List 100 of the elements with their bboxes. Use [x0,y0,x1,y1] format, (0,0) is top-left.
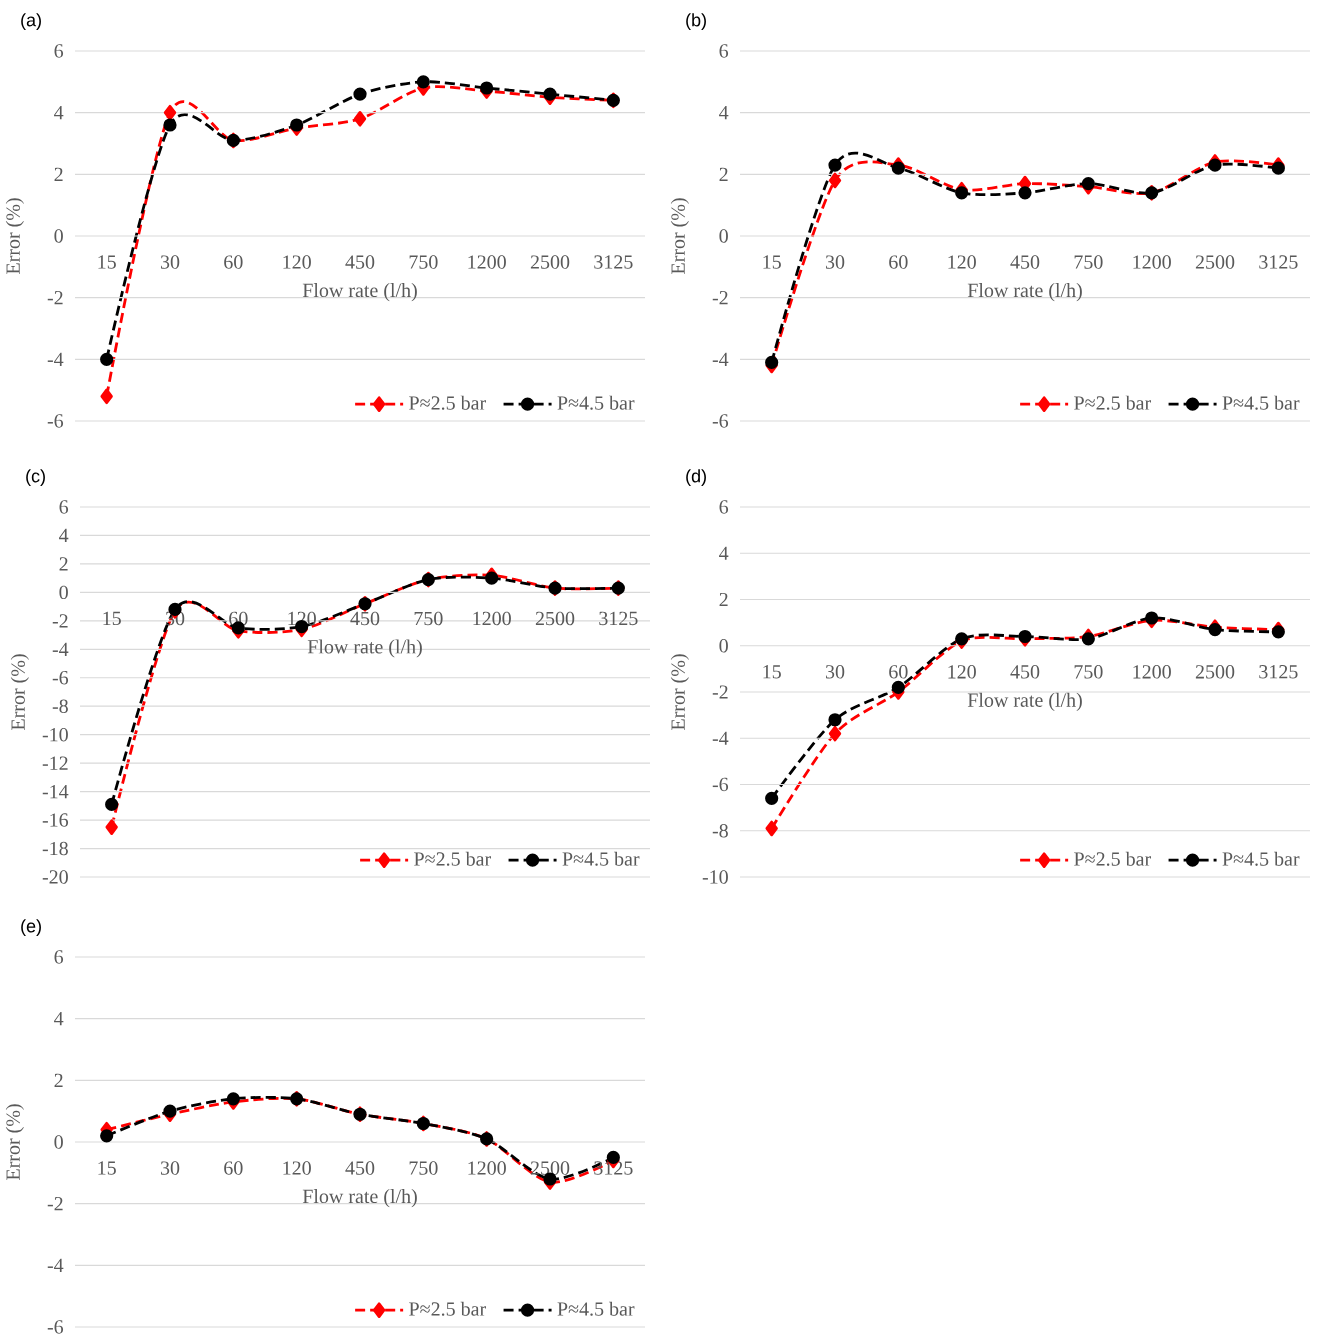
x-axis-title: Flow rate (l/h) [307,639,422,658]
y-tick-label: -6 [47,1320,64,1334]
x-tick-label: 450 [345,255,375,269]
x-tick-label: 60 [889,255,908,269]
x-tick-label: 1200 [1133,665,1171,679]
y-tick-label: 4 [719,106,729,120]
y-tick-label: 2 [719,167,728,181]
x-tick-label: 750 [1074,665,1103,679]
y-axis-title: Error (%) [5,1104,24,1181]
x-tick-label: 2500 [530,255,570,269]
x-axis-title: Flow rate (l/h) [302,283,417,302]
y-tick-label: -6 [52,671,69,685]
x-tick-label: 120 [283,255,311,269]
y-tick-label: 0 [719,639,728,653]
y-tick-label: 4 [54,106,64,120]
x-tick-label: 3125 [594,1161,633,1175]
x-tick-label: 450 [350,611,380,626]
x-tick-label: 2500 [530,1161,570,1175]
y-tick-label: -4 [47,1258,64,1272]
y-tick-label: -6 [47,414,64,428]
x-tick-label: 120 [948,255,976,269]
x-axis-title: Flow rate (l/h) [302,1189,417,1208]
y-axis-title: Error (%) [670,654,689,731]
y-tick-label: 6 [59,500,69,514]
chart-title: (e) [21,919,41,936]
y-tick-label: 2 [719,592,728,607]
y-tick-label: 2 [54,1073,63,1087]
y-tick-label: -2 [712,685,728,699]
x-tick-label: 30 [160,1161,180,1175]
x-tick-label: 450 [1010,665,1040,679]
x-tick-label: 15 [763,665,781,679]
x-tick-label: 3125 [594,255,633,269]
y-tick-label: 2 [59,557,68,571]
x-tick-label: 2500 [1195,255,1235,269]
y-tick-label: -2 [52,614,68,628]
chart-title: (b) [686,13,706,30]
legend-label: P≈4.5 bar [557,1301,635,1316]
y-tick-label: -8 [712,824,728,838]
x-tick-label: 60 [889,665,908,679]
legend-label: P≈2.5 bar [414,851,491,866]
y-tick-label: 0 [54,1135,63,1149]
x-tick-label: 1200 [473,611,511,626]
y-tick-label: -2 [712,291,728,305]
y-tick-label: -4 [47,352,64,366]
y-tick-label: -6 [712,777,729,792]
x-tick-label: 15 [98,1161,116,1175]
x-tick-label: 120 [948,665,976,679]
x-tick-label: 30 [825,665,845,679]
chart-title: (c) [26,469,45,486]
x-axis-title: Flow rate (l/h) [967,692,1082,711]
y-tick-label: -4 [712,731,729,745]
legend-label: P≈2.5 bar [409,1301,486,1316]
legend-label: P≈2.5 bar [1074,851,1151,866]
y-tick-label: -12 [42,756,68,770]
y-tick-label: 0 [59,585,68,600]
y-tick-label: -8 [52,699,68,713]
y-tick-label: -2 [47,1197,63,1211]
y-tick-label: -10 [702,870,728,884]
legend-label: P≈4.5 bar [1222,851,1300,866]
chart-title: (d) [686,469,706,486]
y-axis-title: Error (%) [5,198,24,275]
x-tick-label: 120 [283,1161,311,1175]
x-tick-label: 15 [763,255,781,269]
y-axis-title: Error (%) [670,198,689,275]
x-tick-label: 15 [98,255,116,269]
x-tick-label: 750 [414,611,443,626]
x-axis-title: Flow rate (l/h) [967,283,1082,302]
x-tick-label: 1200 [468,1161,506,1175]
y-tick-label: -14 [42,785,69,799]
x-tick-label: 750 [1074,255,1103,269]
x-tick-label: 15 [103,611,121,626]
y-tick-label: 6 [54,44,64,58]
x-tick-label: 2500 [535,611,575,626]
y-tick-label: 4 [719,546,729,560]
legend-label: P≈2.5 bar [1074,395,1151,410]
x-tick-label: 3125 [1259,255,1298,269]
y-tick-label: 6 [719,500,729,514]
x-tick-label: 3125 [599,611,638,626]
x-tick-label: 750 [409,1161,438,1175]
x-tick-label: 60 [224,1161,243,1175]
legend-label: P≈2.5 bar [409,395,486,410]
x-tick-label: 1200 [1133,255,1171,269]
x-tick-label: 3125 [1259,665,1298,679]
y-tick-label: 0 [719,229,728,243]
x-tick-label: 30 [160,255,180,269]
x-tick-label: 450 [1010,255,1040,269]
y-tick-label: 6 [719,44,729,58]
y-tick-label: 0 [54,229,63,243]
y-tick-label: 6 [54,950,64,964]
x-tick-label: 60 [224,255,243,269]
x-tick-label: 1200 [468,255,506,269]
x-tick-label: 450 [345,1161,375,1175]
y-tick-label: -2 [47,291,63,305]
legend-label: P≈4.5 bar [1222,395,1300,410]
y-tick-label: -4 [52,642,69,656]
y-tick-label: 2 [54,167,63,181]
y-axis-title: Error (%) [10,654,29,731]
y-tick-label: -10 [42,727,68,742]
x-tick-label: 30 [825,255,845,269]
chart-title: (a) [21,13,41,30]
